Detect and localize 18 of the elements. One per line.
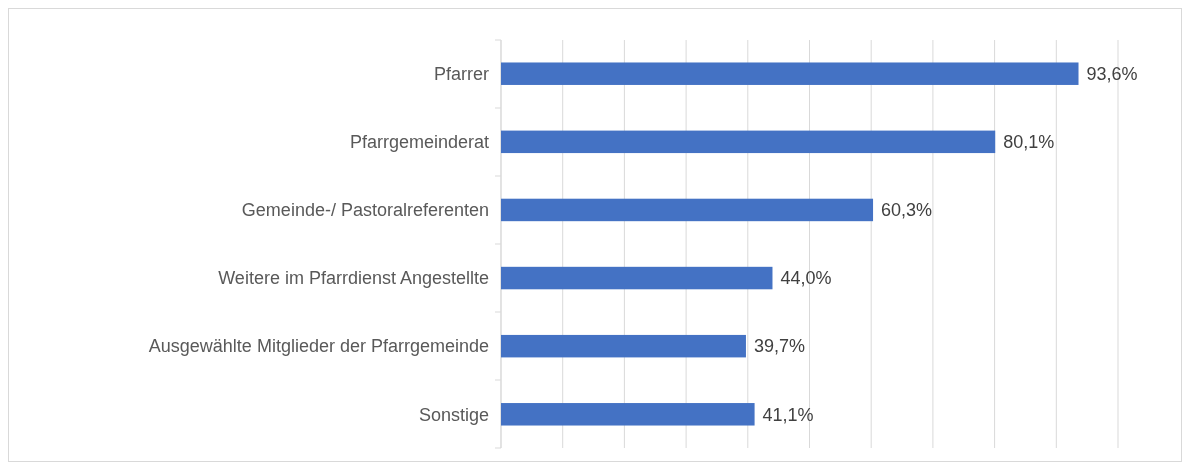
bar — [501, 334, 746, 358]
data-label: 80,1% — [1003, 132, 1055, 153]
data-label: 39,7% — [753, 336, 805, 357]
data-label: 41,1% — [762, 404, 814, 425]
bar — [501, 130, 996, 154]
y-tick-label: Ausgewählte Mitglieder der Pfarrgemeinde — [148, 336, 489, 357]
bar — [501, 403, 755, 426]
y-tick-label: Sonstige — [418, 404, 489, 425]
data-label: 44,0% — [780, 268, 832, 289]
y-tick-label: Gemeinde-/ Pastoralreferenten — [241, 200, 489, 221]
bar — [501, 62, 1079, 85]
data-label: 93,6% — [1086, 64, 1138, 85]
bar — [501, 266, 773, 290]
y-tick-label: Weitere im Pfarrdienst Angestellte — [218, 268, 489, 289]
y-tick-label: Pfarrer — [433, 64, 489, 85]
bar — [501, 198, 874, 222]
y-tick-label: Pfarrgemeinderat — [349, 132, 489, 153]
data-label: 60,3% — [881, 200, 933, 221]
